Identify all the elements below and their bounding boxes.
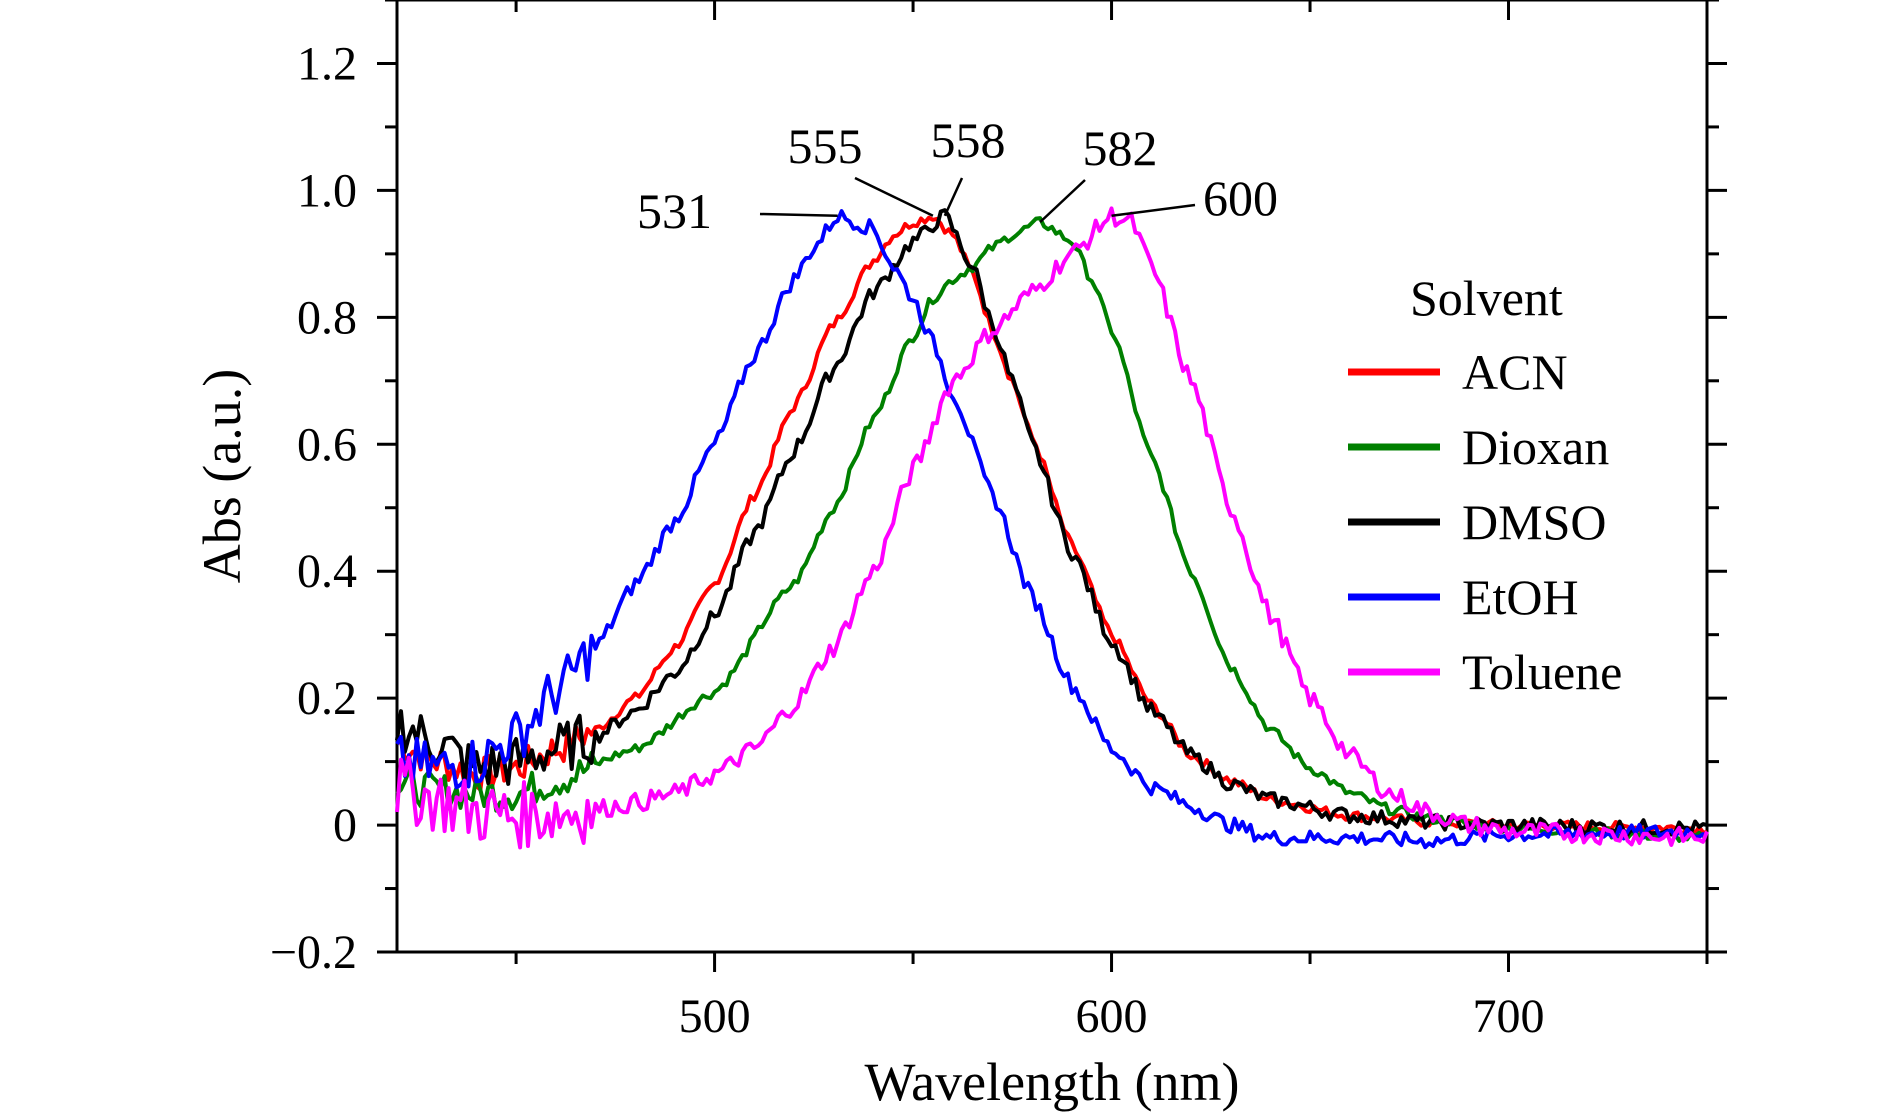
x-axis-label: Wavelength (nm) bbox=[864, 1052, 1239, 1112]
y-tick-label: 1.0 bbox=[297, 164, 357, 217]
axis-ticks: 500 600 700 −0.2 0 0.2 0.4 0.6 0.8 1.0 1.2 bbox=[270, 0, 1727, 1043]
x-tick-label: 700 bbox=[1473, 990, 1545, 1043]
y-tick-label: 0.6 bbox=[297, 418, 357, 471]
y-tick-label: 1.2 bbox=[297, 37, 357, 90]
x-tick-label: 600 bbox=[1076, 990, 1148, 1043]
y-tick-label: 0.2 bbox=[297, 672, 357, 725]
peak-label-600: 600 bbox=[1203, 170, 1278, 226]
peak-leader-line bbox=[943, 177, 964, 217]
peak-leader-line bbox=[854, 176, 934, 217]
legend-label-dioxan: Dioxan bbox=[1462, 419, 1609, 475]
peak-annotations: 531 555 558 582 600 bbox=[637, 112, 1278, 239]
peak-label-531: 531 bbox=[637, 183, 712, 239]
y-axis-label: Abs (a.u.) bbox=[192, 369, 252, 583]
peak-leader-line bbox=[759, 212, 838, 218]
legend: Solvent ACN Dioxan DMSO EtOH Toluene bbox=[1348, 270, 1622, 700]
legend-label-toluene: Toluene bbox=[1462, 644, 1622, 700]
x-tick-label: 500 bbox=[679, 990, 751, 1043]
legend-title: Solvent bbox=[1410, 270, 1563, 326]
series-layer bbox=[395, 206, 1709, 850]
y-tick-label: 0.8 bbox=[297, 291, 357, 344]
legend-label-etoh: EtOH bbox=[1462, 569, 1579, 625]
peak-leader-line bbox=[1111, 203, 1196, 218]
legend-label-acn: ACN bbox=[1462, 344, 1568, 400]
series-line-toluene bbox=[395, 206, 1709, 850]
peak-leader-line bbox=[1039, 179, 1086, 224]
y-tick-label: 0.4 bbox=[297, 545, 357, 598]
legend-label-dmso: DMSO bbox=[1462, 494, 1606, 550]
peak-label-555: 555 bbox=[788, 118, 863, 174]
y-tick-label: −0.2 bbox=[270, 926, 357, 979]
y-tick-label: 0 bbox=[333, 799, 357, 852]
peak-label-582: 582 bbox=[1083, 120, 1158, 176]
plot-frame bbox=[395, 0, 1709, 954]
peak-label-558: 558 bbox=[931, 112, 1006, 168]
